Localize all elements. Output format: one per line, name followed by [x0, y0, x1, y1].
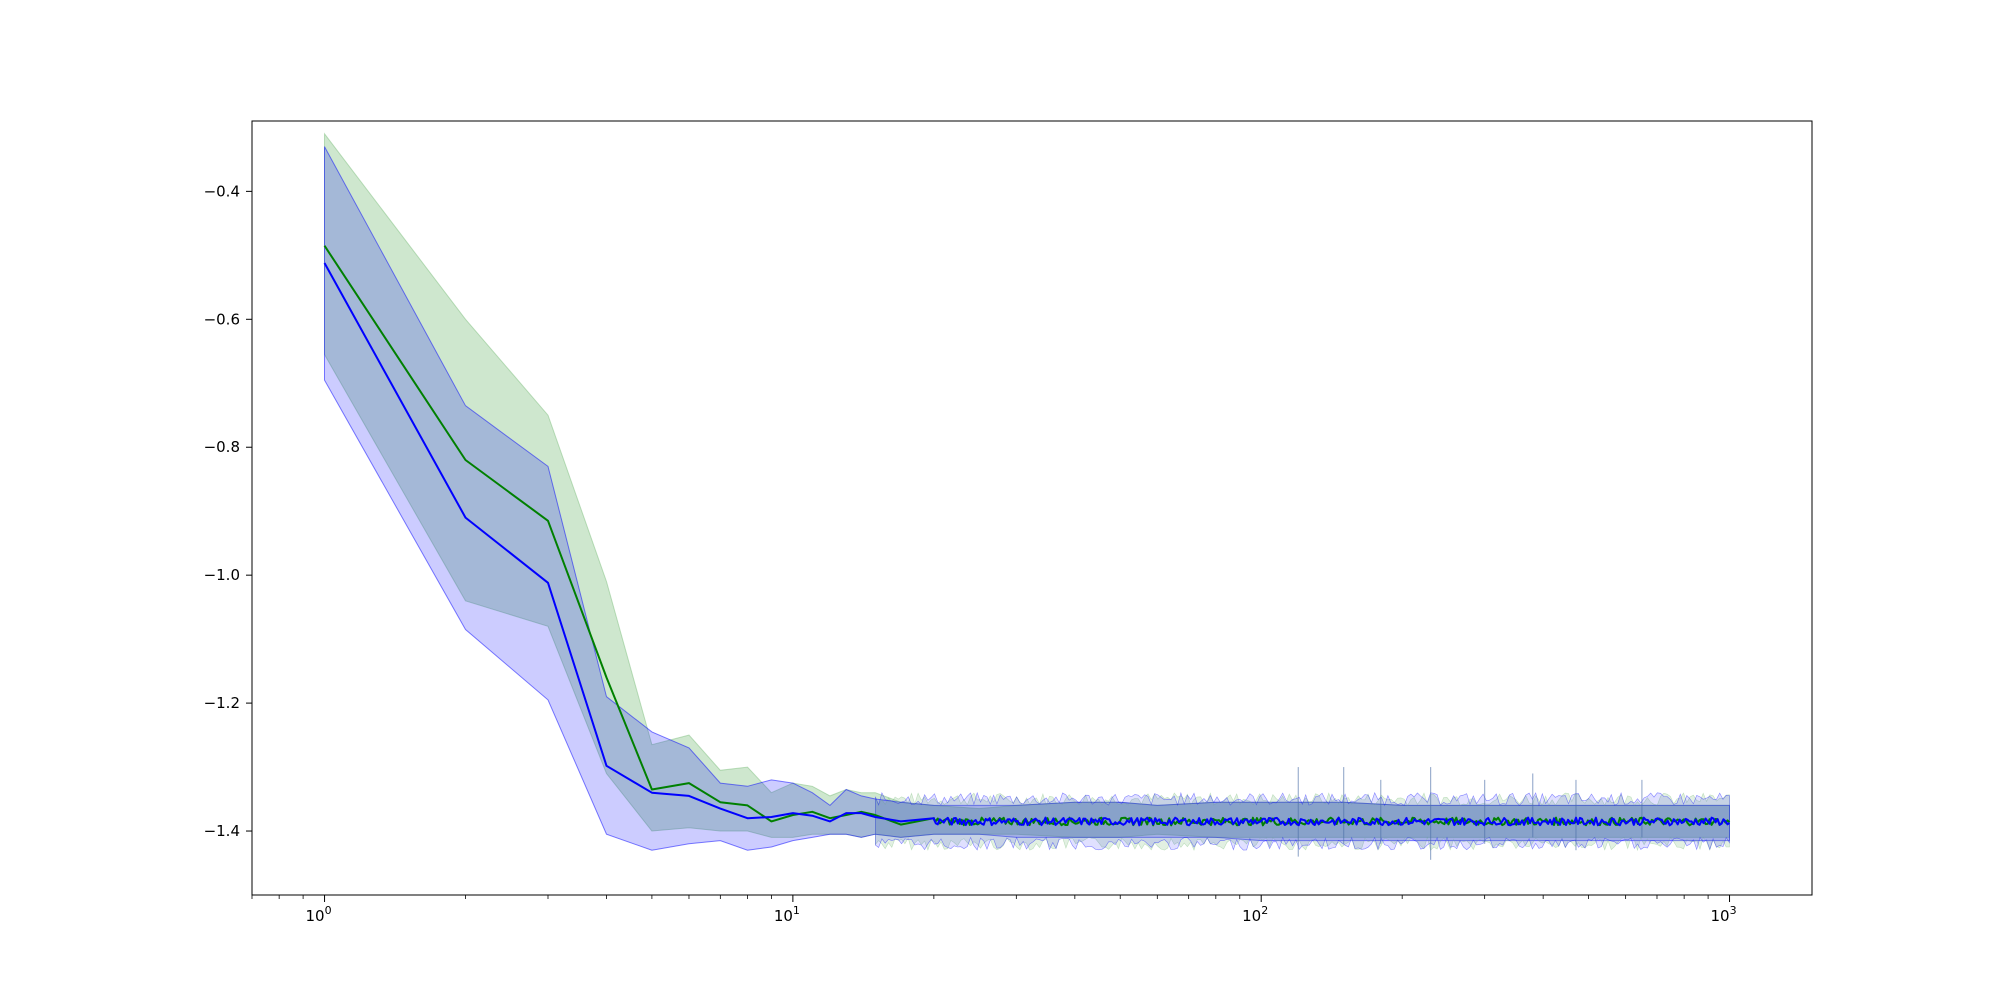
- noise-band-layer: [875, 767, 1730, 860]
- y-tick-label: −0.8: [204, 438, 240, 456]
- x-tick-label: 100: [305, 904, 331, 925]
- y-tick-label: −0.6: [204, 310, 240, 328]
- x-tick-exponent: 3: [1730, 904, 1737, 917]
- x-tick-label: 101: [774, 904, 800, 925]
- x-tick-exponent: 1: [793, 904, 800, 917]
- series-1-band: [324, 146, 1730, 851]
- series-lines: [323, 245, 1731, 827]
- x-tick-label: 103: [1710, 904, 1736, 925]
- series-1-line: [323, 262, 1731, 827]
- x-tick-label: 102: [1242, 904, 1268, 925]
- x-tick-base: 10: [1710, 907, 1729, 925]
- plot-frame: [251, 120, 1813, 896]
- x-tick-base: 10: [774, 907, 793, 925]
- x-tick-exponent: 0: [325, 904, 332, 917]
- series-0-tail-noise: [875, 792, 1730, 852]
- y-tick-label: −1.0: [204, 566, 240, 584]
- y-tick-label: −1.2: [204, 694, 240, 712]
- x-tick-base: 10: [1242, 907, 1261, 925]
- series-1-tail-noise: [875, 791, 1730, 851]
- confidence-bands: [324, 132, 1730, 851]
- x-tick-exponent: 2: [1261, 904, 1268, 917]
- y-tick-label: −0.4: [204, 182, 240, 200]
- y-tick-label: −1.4: [204, 822, 240, 840]
- x-tick-base: 10: [305, 907, 324, 925]
